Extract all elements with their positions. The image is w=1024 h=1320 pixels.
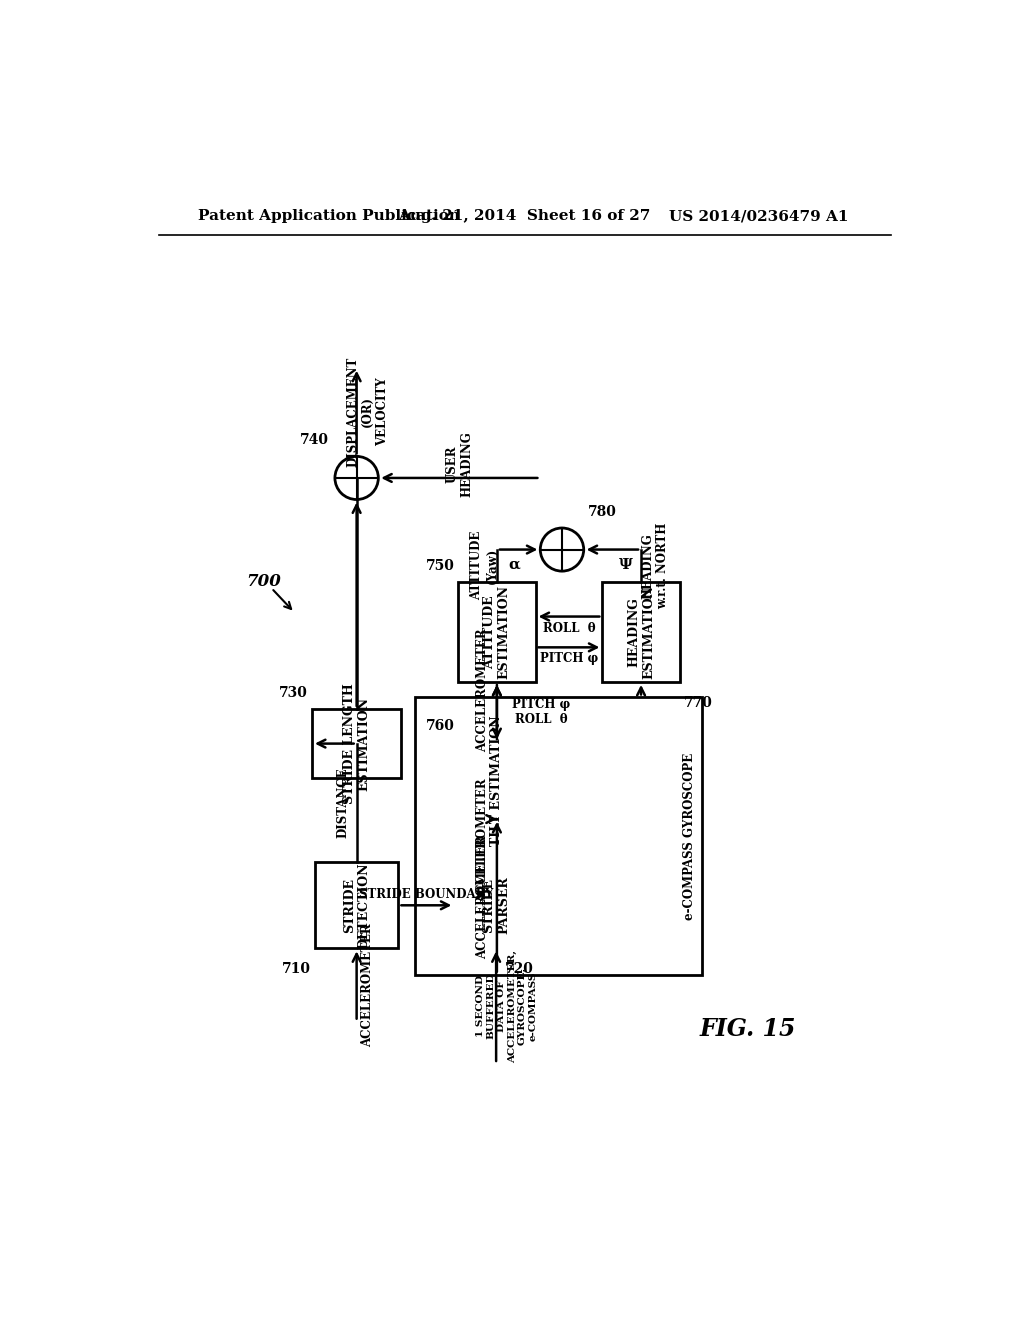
Text: US 2014/0236479 A1: US 2014/0236479 A1	[670, 209, 849, 223]
Text: PITCH φ
ROLL  θ: PITCH φ ROLL θ	[512, 698, 570, 726]
Text: ACCELEROMETER: ACCELEROMETER	[476, 836, 489, 958]
Text: 780: 780	[588, 504, 616, 519]
Text: FIG. 15: FIG. 15	[699, 1016, 797, 1040]
Text: ACCELEROMETER: ACCELEROMETER	[476, 628, 489, 751]
Text: Ψ: Ψ	[618, 558, 633, 572]
Bar	[314, 862, 398, 948]
Text: 730: 730	[280, 685, 308, 700]
Text: TILT ESTIMATION: TILT ESTIMATION	[490, 715, 504, 846]
Text: 710: 710	[282, 962, 311, 977]
Text: Patent Application Publication: Patent Application Publication	[198, 209, 460, 223]
Text: HEADING
ESTIMATION: HEADING ESTIMATION	[627, 585, 655, 678]
Text: 760: 760	[425, 719, 455, 733]
Text: DISTANCE: DISTANCE	[336, 767, 349, 838]
Text: 750: 750	[425, 558, 455, 573]
Text: STRIDE
DETECTION: STRIDE DETECTION	[343, 862, 371, 949]
Text: PITCH φ: PITCH φ	[540, 652, 598, 665]
Bar	[415, 697, 701, 974]
Text: 720: 720	[505, 962, 535, 977]
Text: HEADING
w.r.t. NORTH: HEADING w.r.t. NORTH	[641, 523, 669, 609]
Text: DISPLACEMENT
(OR)
VELOCITY: DISPLACEMENT (OR) VELOCITY	[346, 356, 389, 467]
Text: ROLL  θ: ROLL θ	[543, 622, 595, 635]
Text: 1 SECOND
BUFFERED
DATA OF
ACCELEROMETER,
GYROSCOPE,
e-COMPASS: 1 SECOND BUFFERED DATA OF ACCELEROMETER,…	[476, 949, 538, 1063]
Bar	[455, 862, 538, 948]
Text: α: α	[508, 558, 520, 572]
Text: USER
HEADING: USER HEADING	[445, 432, 473, 496]
Bar	[312, 709, 401, 779]
Text: ACCELEROMETER: ACCELEROMETER	[476, 779, 488, 903]
Bar	[602, 582, 680, 682]
Bar	[458, 582, 536, 682]
Bar	[458, 742, 536, 818]
Text: 770: 770	[684, 696, 713, 710]
Text: ATTITUDE
ESTIMATION: ATTITUDE ESTIMATION	[483, 585, 511, 678]
Text: e-COMPASS GYROSCOPE: e-COMPASS GYROSCOPE	[683, 752, 696, 920]
Text: STRIDE
PARSER: STRIDE PARSER	[482, 876, 510, 935]
Text: STRIDE LENGTH
ESTIMATION: STRIDE LENGTH ESTIMATION	[343, 684, 371, 804]
Text: 700: 700	[246, 573, 281, 590]
Text: ATTITUDE
(Yaw): ATTITUDE (Yaw)	[470, 531, 499, 601]
Text: Aug. 21, 2014  Sheet 16 of 27: Aug. 21, 2014 Sheet 16 of 27	[398, 209, 651, 223]
Text: 740: 740	[300, 433, 329, 447]
Text: ACCELEROMETER: ACCELEROMETER	[361, 924, 374, 1047]
Text: STRIDE BOUNDARY: STRIDE BOUNDARY	[359, 888, 494, 902]
